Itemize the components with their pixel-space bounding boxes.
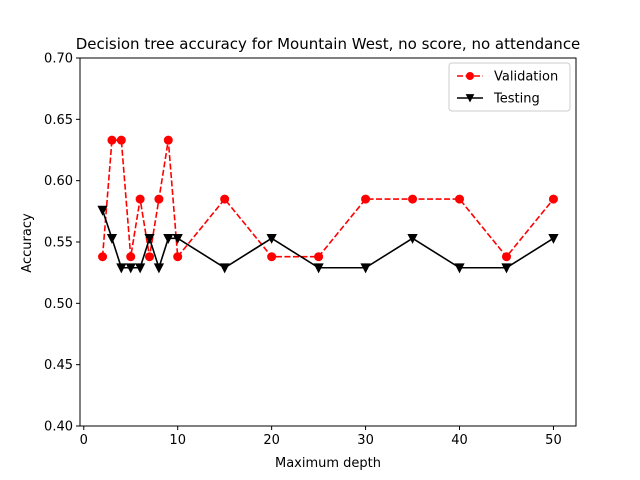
axes-layer: 0 10 20 30 40 50 0.40 0.45 0.50 0.55 0.60 0.65 0.70 — [44, 52, 577, 448]
data-point-testing — [219, 263, 230, 274]
data-point-testing — [454, 263, 465, 274]
data-point-testing — [135, 263, 146, 274]
data-point-validation — [220, 194, 230, 204]
data-point-validation — [116, 135, 126, 145]
data-point-validation — [98, 252, 108, 262]
data-point-testing — [266, 233, 277, 244]
data-point-validation — [455, 194, 465, 204]
x-tick-label: 0 — [80, 433, 88, 448]
data-point-validation — [126, 252, 136, 262]
data-point-testing — [313, 263, 324, 274]
y-tick-label: 0.40 — [44, 420, 73, 435]
data-point-testing — [163, 233, 174, 244]
data-point-testing — [501, 263, 512, 274]
plot-layer — [97, 135, 559, 274]
x-axis-label: Maximum depth — [275, 456, 381, 471]
data-point-validation — [135, 194, 145, 204]
x-tick-label: 20 — [263, 433, 280, 448]
legend-marker-validation — [466, 72, 474, 80]
data-point-validation — [501, 252, 511, 262]
legend-marker-testing — [465, 94, 475, 103]
x-tick-label: 30 — [357, 433, 374, 448]
data-point-validation — [173, 252, 183, 262]
data-point-validation — [163, 135, 173, 145]
legend-label-validation: Validation — [494, 70, 558, 85]
legend: Validation Testing — [448, 62, 571, 112]
data-point-testing — [172, 233, 183, 244]
data-point-validation — [314, 252, 324, 262]
x-tick-label: 50 — [545, 433, 562, 448]
data-point-validation — [548, 194, 558, 204]
data-point-validation — [267, 252, 277, 262]
data-point-validation — [107, 135, 117, 145]
chart-title: Decision tree accuracy for Mountain West… — [76, 35, 581, 53]
data-point-validation — [145, 252, 155, 262]
data-point-testing — [153, 263, 165, 274]
data-point-testing — [125, 263, 136, 274]
data-point-validation — [154, 194, 164, 204]
x-tick-label: 10 — [169, 433, 186, 448]
y-axis-label: Accuracy — [20, 213, 35, 273]
y-tick-label: 0.70 — [44, 52, 73, 67]
y-tick-label: 0.45 — [44, 358, 73, 373]
data-point-testing — [106, 233, 118, 244]
series-line-validation — [101, 139, 555, 259]
legend-label-testing: Testing — [493, 92, 540, 107]
data-point-testing — [407, 233, 418, 244]
data-point-validation — [361, 194, 371, 204]
legend-box — [448, 62, 571, 112]
y-tick-label: 0.65 — [44, 113, 73, 128]
data-point-testing — [360, 263, 371, 274]
y-tick-label: 0.50 — [44, 297, 73, 312]
data-point-testing — [116, 263, 127, 274]
data-point-validation — [408, 194, 418, 204]
y-tick-label: 0.60 — [44, 174, 73, 189]
data-point-testing — [548, 233, 559, 244]
x-tick-label: 40 — [451, 433, 468, 448]
data-point-testing — [144, 233, 155, 244]
y-tick-label: 0.55 — [44, 236, 73, 251]
data-point-testing — [97, 205, 108, 216]
